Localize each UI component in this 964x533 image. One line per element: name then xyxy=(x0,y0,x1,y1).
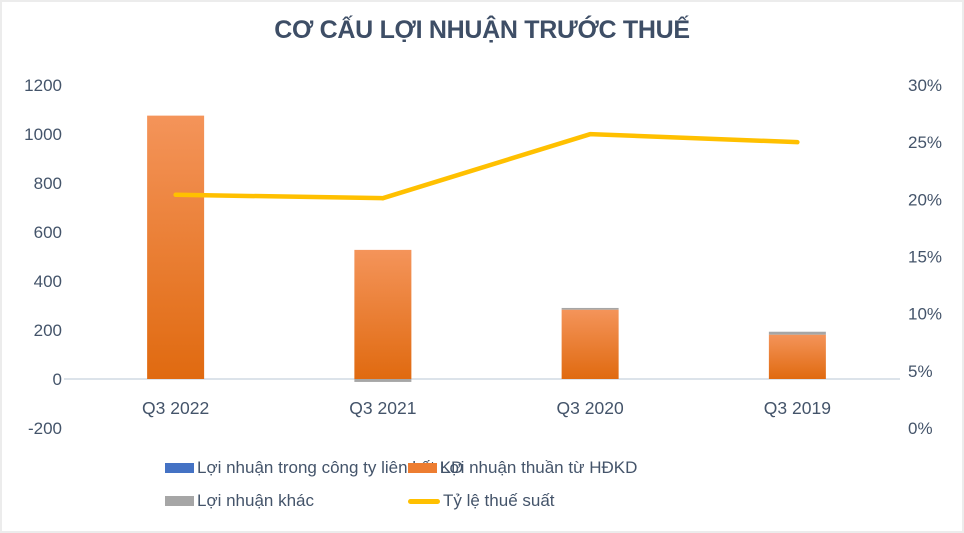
legend-item: Lợi nhuận trong công ty liên kết KD xyxy=(165,457,463,479)
left-axis-tick-label: -200 xyxy=(28,419,62,438)
chart-legend: Lợi nhuận trong công ty liên kết KD Lợi n… xyxy=(165,457,637,512)
x-axis-label: Q3 2019 xyxy=(764,398,831,418)
left-axis-tick-label: 0 xyxy=(53,370,62,389)
bar-segment xyxy=(147,115,205,379)
right-axis-tick-label: 30% xyxy=(908,76,942,95)
right-axis-tick-label: 25% xyxy=(908,133,942,152)
legend-swatch-bar xyxy=(165,463,194,473)
legend-item: Tỷ lệ thuế suất xyxy=(408,490,637,512)
bar-segment xyxy=(561,309,619,379)
bar-segment xyxy=(768,331,826,335)
legend-swatch-bar xyxy=(408,463,437,473)
bar-segment xyxy=(768,334,826,379)
left-axis-tick-label: 400 xyxy=(34,272,62,291)
x-axis-label: Q3 2020 xyxy=(557,398,624,418)
legend-label: Lợi nhuận khác xyxy=(197,491,315,510)
right-axis-tick-label: 10% xyxy=(908,305,942,324)
x-axis-label: Q3 2021 xyxy=(349,398,416,418)
left-axis-tick-label: 800 xyxy=(34,174,62,193)
legend-item: Lợi nhuận thuần từ HĐKD xyxy=(408,457,637,479)
bar-segment xyxy=(354,379,412,382)
legend-swatch-line xyxy=(408,498,440,504)
left-axis-tick-label: 1200 xyxy=(24,76,62,95)
x-axis-label: Q3 2022 xyxy=(142,398,209,418)
chart-title: CƠ CẤU LỢI NHUẬN TRƯỚC THUẾ xyxy=(274,16,690,44)
legend-swatch-bar xyxy=(165,496,194,506)
legend-label: Lợi nhuận trong công ty liên kết KD xyxy=(197,458,464,477)
left-axis-tick-label: 600 xyxy=(34,223,62,242)
left-axis-tick-label: 1000 xyxy=(24,125,62,144)
legend-item: Lợi nhuận khác xyxy=(165,490,408,512)
right-axis-tick-label: 20% xyxy=(908,190,942,209)
legend-label: Tỷ lệ thuế suất xyxy=(443,491,555,510)
right-axis-tick-label: 5% xyxy=(908,362,933,381)
legend-label: Lợi nhuận thuần từ HĐKD xyxy=(440,458,638,477)
left-axis-tick-label: 200 xyxy=(34,321,62,340)
tax-rate-line xyxy=(173,131,800,201)
right-axis-tick-label: 0% xyxy=(908,419,933,438)
bar-segment xyxy=(561,307,619,310)
right-axis-tick-label: 15% xyxy=(908,248,942,267)
bar-segment xyxy=(354,249,412,379)
